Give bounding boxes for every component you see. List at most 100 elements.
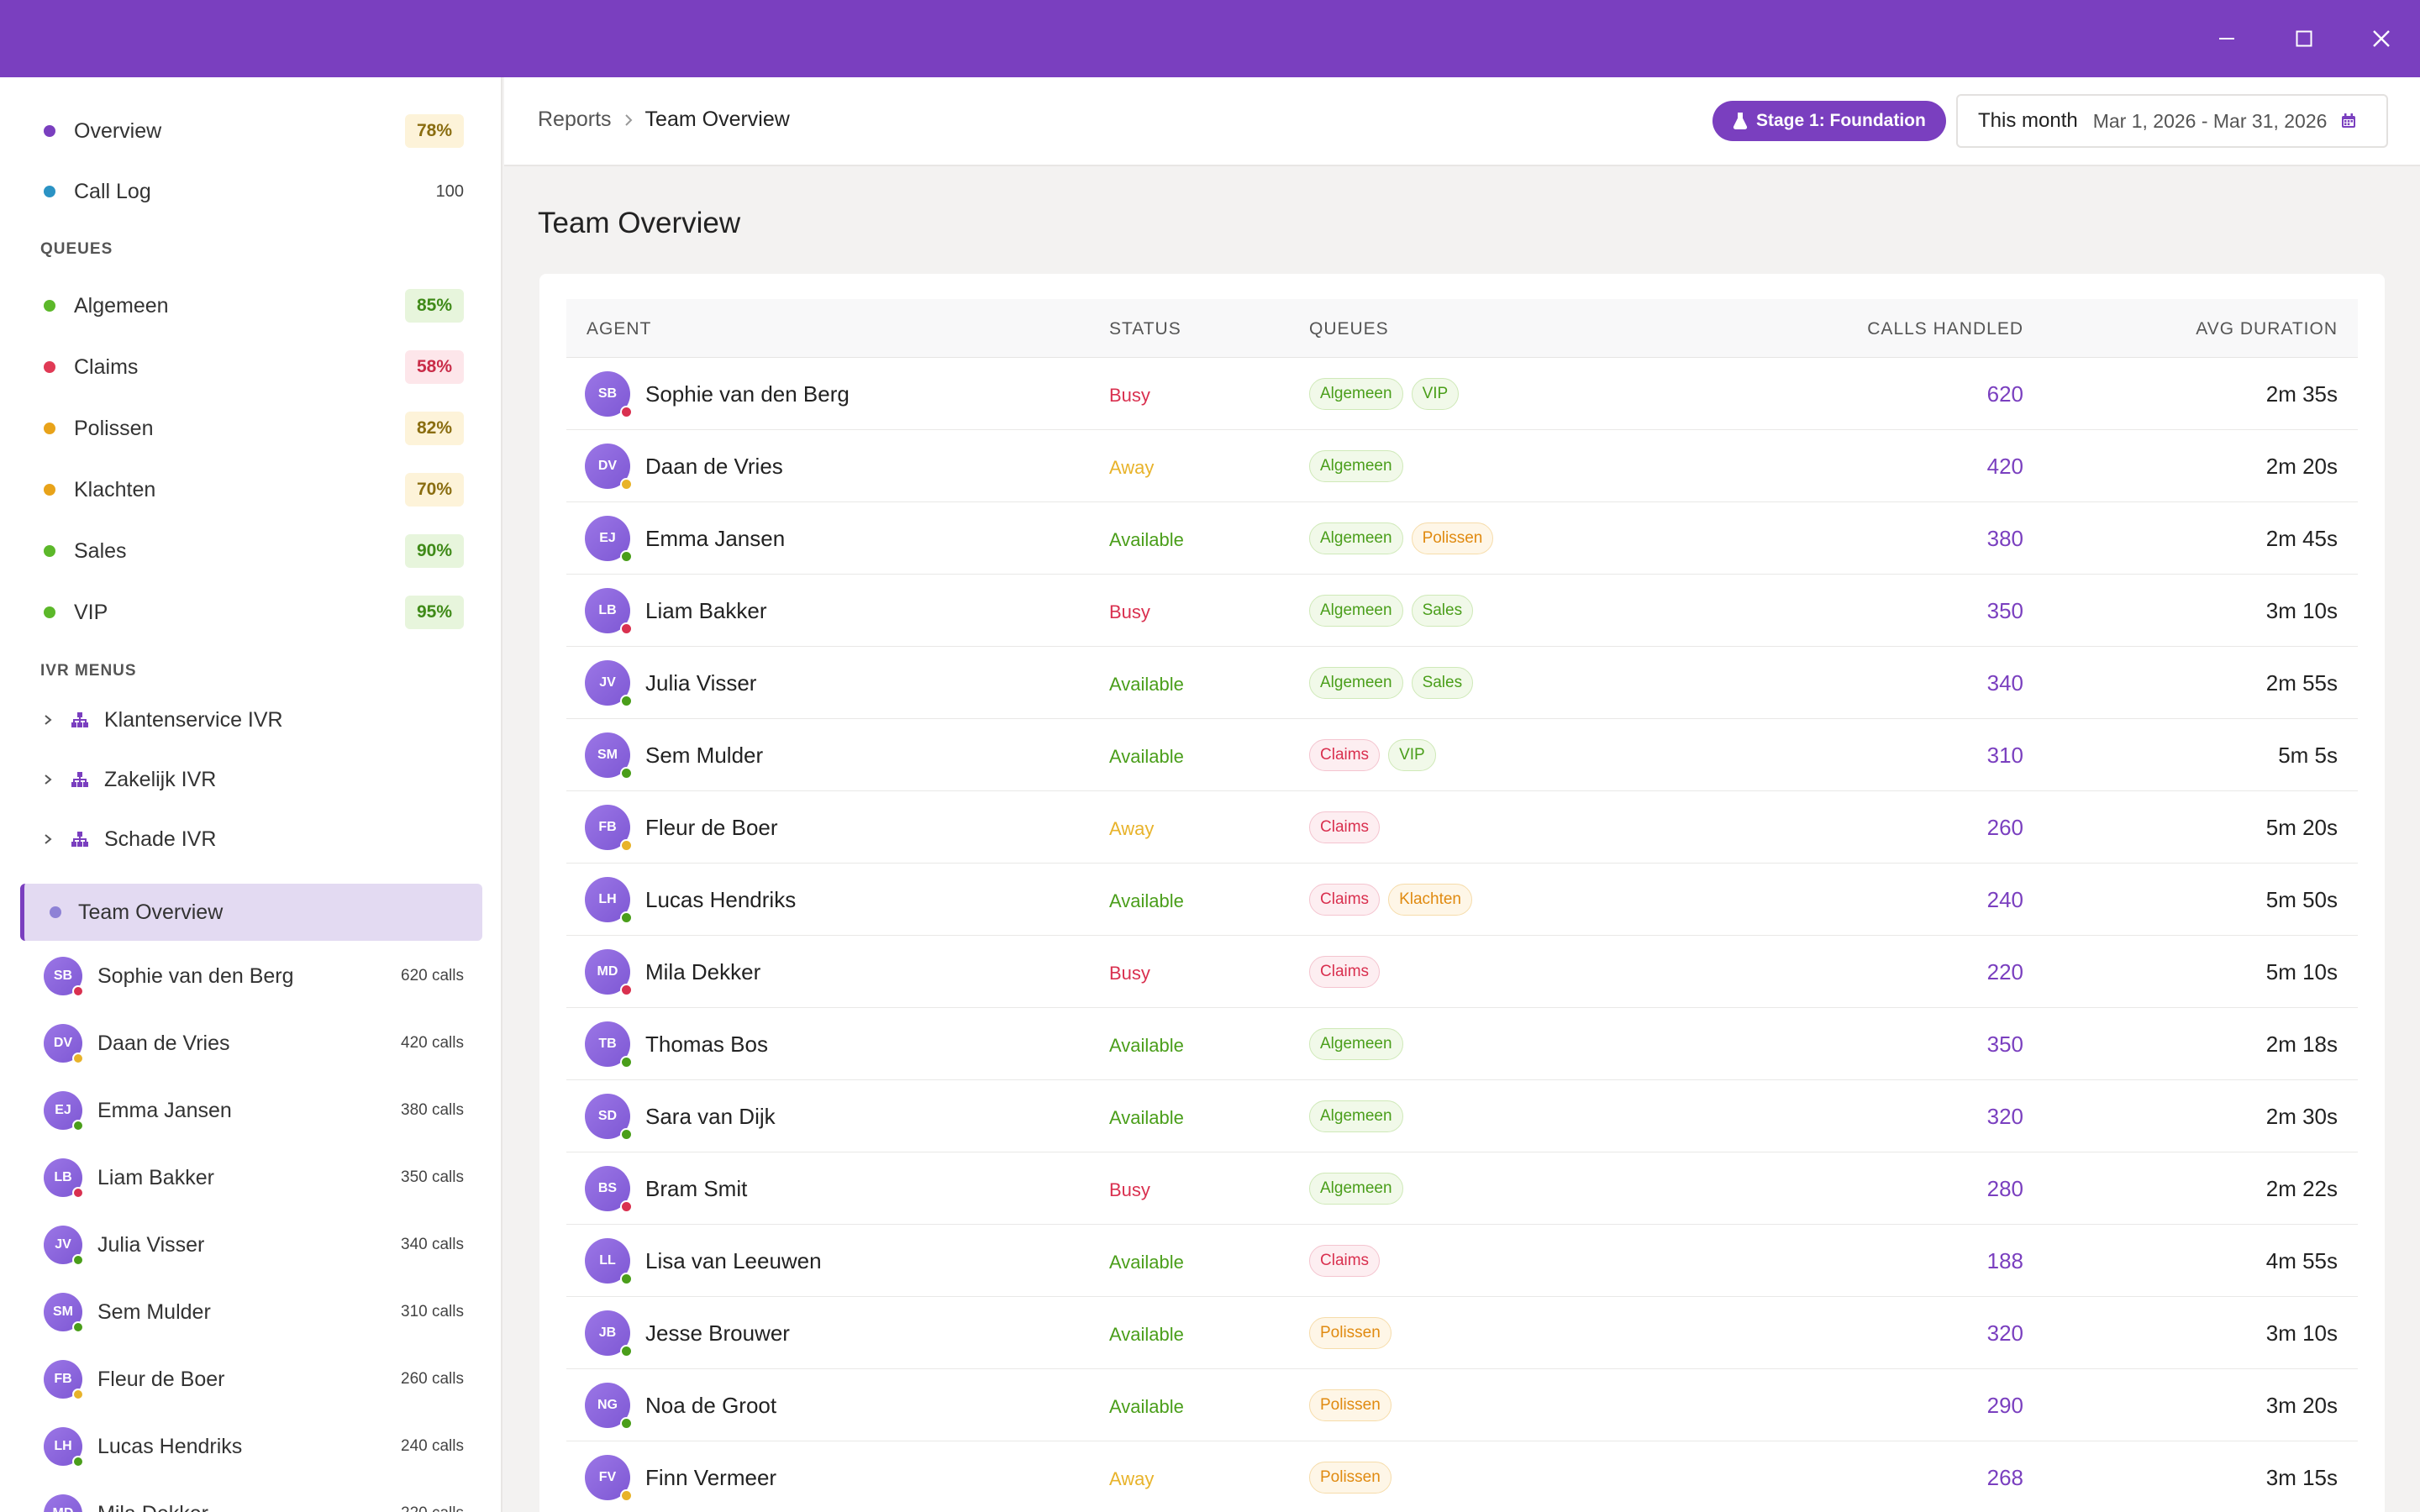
sidebar-item-team-overview[interactable]: Team Overview [20, 884, 482, 941]
avatar: LB [44, 1158, 84, 1199]
chevron-right-icon[interactable] [42, 771, 54, 788]
calls-handled: 310 [1986, 743, 2023, 768]
sidebar-agent-mila-dekker[interactable]: MD Mila Dekker 220 calls [22, 1480, 464, 1512]
table-row[interactable]: JB Jesse Brouwer Available Polissen 320 … [566, 1297, 2358, 1369]
avatar-initials: TB [598, 1037, 617, 1051]
sidebar-item-label: VIP [74, 600, 108, 624]
sidebar-agent-lucas-hendriks[interactable]: LH Lucas Hendriks 240 calls [22, 1413, 464, 1480]
sidebar-agent-fleur-de-boer[interactable]: FB Fleur de Boer 260 calls [22, 1346, 464, 1413]
table-row[interactable]: EJ Emma Jansen Available Algemeen Polisse… [566, 502, 2358, 575]
sidebar-item-claims[interactable]: Claims 58% [22, 340, 464, 394]
sidebar-agent-liam-bakker[interactable]: LB Liam Bakker 350 calls [22, 1144, 464, 1211]
avatar: MD [44, 1494, 82, 1512]
stage-badge-button[interactable]: Stage 1: Foundation [1712, 101, 1946, 141]
status-indicator [72, 1254, 84, 1266]
table-row[interactable]: JV Julia Visser Available Algemeen Sales … [566, 647, 2358, 719]
sidebar-item-schade-ivr[interactable]: Schade IVR [22, 815, 464, 864]
table-row[interactable]: FV Finn Vermeer Away Polissen 268 3m 15s [566, 1441, 2358, 1512]
status-text: Busy [1109, 1179, 1150, 1200]
sidebar-item-zakelijk-ivr[interactable]: Zakelijk IVR [22, 755, 464, 804]
avatar: LH [44, 1427, 84, 1467]
avatar: JB [585, 1310, 633, 1357]
sidebar-agent-sophie-van-den-berg[interactable]: SB Sophie van den Berg 620 calls [22, 942, 464, 1010]
table-row[interactable]: SM Sem Mulder Available Claims VIP 310 5m… [566, 719, 2358, 791]
status-text: Away [1109, 818, 1155, 839]
date-range-picker[interactable]: This month Mar 1, 2026 - Mar 31, 2026 [1956, 94, 2388, 148]
table-row[interactable]: LB Liam Bakker Busy Algemeen Sales 350 3m… [566, 575, 2358, 647]
table-row[interactable]: FB Fleur de Boer Away Claims 260 5m 20s [566, 791, 2358, 864]
queue-tags: Claims [1309, 1245, 1388, 1277]
minimize-button[interactable] [2200, 12, 2254, 66]
sidebar-agent-emma-jansen[interactable]: EJ Emma Jansen 380 calls [22, 1077, 464, 1144]
table-row[interactable]: DV Daan de Vries Away Algemeen 420 2m 20… [566, 430, 2358, 502]
status-dot [44, 484, 55, 496]
avatar: NG [585, 1383, 633, 1430]
status-indicator [620, 1056, 633, 1068]
avatar-initials: SM [53, 1305, 73, 1319]
avatar-initials: SD [597, 1109, 618, 1123]
queue-tag: Claims [1309, 811, 1381, 843]
status-text: Available [1109, 1035, 1184, 1056]
table-row[interactable]: LL Lisa van Leeuwen Available Claims 188… [566, 1225, 2358, 1297]
chevron-right-icon[interactable] [42, 831, 54, 848]
sidebar-item-label: Sales [74, 538, 127, 563]
table-row[interactable]: SB Sophie van den Berg Busy Algemeen VIP … [566, 358, 2358, 430]
avg-duration: 5m 50s [2265, 887, 2338, 912]
chevron-right-icon[interactable] [42, 711, 54, 728]
calls-handled: 240 [1986, 887, 2023, 912]
status-indicator [620, 984, 633, 996]
queue-tags: Algemeen [1309, 1100, 1412, 1132]
table-row[interactable]: NG Noa de Groot Available Polissen 290 3… [566, 1369, 2358, 1441]
avg-duration: 2m 20s [2265, 454, 2338, 479]
status-dot [44, 300, 55, 312]
close-button[interactable] [2354, 12, 2408, 66]
status-text: Away [1109, 1468, 1155, 1489]
queue-tag: Polissen [1411, 522, 1494, 554]
sidebar-item-overview[interactable]: Overview 78% [22, 104, 464, 158]
sidebar-item-klachten[interactable]: Klachten 70% [22, 463, 464, 517]
column-header-avg-duration[interactable]: AVG DURATION [2196, 319, 2338, 339]
avg-duration: 5m 10s [2265, 959, 2338, 984]
agent-calls: 220 calls [401, 1504, 464, 1512]
column-header-agent[interactable]: AGENT [587, 319, 652, 339]
table-row[interactable]: MD Mila Dekker Busy Claims 220 5m 10s [566, 936, 2358, 1008]
sidebar-item-algemeen[interactable]: Algemeen 85% [22, 279, 464, 333]
column-header-queues[interactable]: QUEUES [1309, 319, 1389, 339]
queue-tag: Algemeen [1309, 450, 1403, 482]
avatar-initials: FV [598, 1470, 617, 1484]
sidebar-agent-julia-visser[interactable]: JV Julia Visser 340 calls [22, 1211, 464, 1278]
avatar: FV [585, 1455, 633, 1502]
maximize-button[interactable] [2277, 12, 2331, 66]
header: Reports Team Overview Stage 1: Foundatio… [504, 77, 2420, 166]
sidebar-item-call-log[interactable]: Call Log 100 [22, 165, 464, 218]
queue-tags: Algemeen Polissen [1309, 522, 1502, 554]
stage-label: Stage 1: Foundation [1756, 111, 1926, 130]
percentage-badge: 95% [404, 596, 464, 629]
period-label: This month [1978, 109, 2078, 132]
table-row[interactable]: TB Thomas Bos Available Algemeen 350 2m … [566, 1008, 2358, 1080]
calls-handled: 350 [1986, 1032, 2023, 1057]
team-table-card: AGENT STATUS QUEUES CALLS HANDLED AVG DU… [539, 274, 2385, 1512]
calls-handled: 188 [1986, 1248, 2023, 1273]
sidebar-item-vip[interactable]: VIP 95% [22, 585, 464, 639]
page-title: Team Overview [538, 207, 741, 239]
table-row[interactable]: SD Sara van Dijk Available Algemeen 320 … [566, 1080, 2358, 1152]
sidebar-item-label: Zakelijk IVR [104, 767, 217, 791]
breadcrumb-reports[interactable]: Reports [538, 108, 612, 131]
avatar-initials: MD [53, 1506, 74, 1512]
agent-name: Fleur de Boer [645, 815, 778, 840]
queue-tag: Algemeen [1309, 522, 1403, 554]
status-indicator [620, 406, 633, 418]
sidebar-item-klantenservice-ivr[interactable]: Klantenservice IVR [22, 696, 464, 744]
column-header-calls-handled[interactable]: CALLS HANDLED [1867, 319, 2023, 339]
close-icon [2373, 30, 2390, 47]
avatar-initials: FB [54, 1372, 72, 1386]
table-row[interactable]: LH Lucas Hendriks Available Claims Klacht… [566, 864, 2358, 936]
column-header-status[interactable]: STATUS [1109, 319, 1181, 339]
queue-tags: Algemeen Sales [1309, 595, 1481, 627]
sidebar-agent-daan-de-vries[interactable]: DV Daan de Vries 420 calls [22, 1010, 464, 1077]
sidebar-agent-sem-mulder[interactable]: SM Sem Mulder 310 calls [22, 1278, 464, 1346]
sidebar-item-sales[interactable]: Sales 90% [22, 524, 464, 578]
table-row[interactable]: BS Bram Smit Busy Algemeen 280 2m 22s [566, 1152, 2358, 1225]
sidebar-item-polissen[interactable]: Polissen 82% [22, 402, 464, 455]
